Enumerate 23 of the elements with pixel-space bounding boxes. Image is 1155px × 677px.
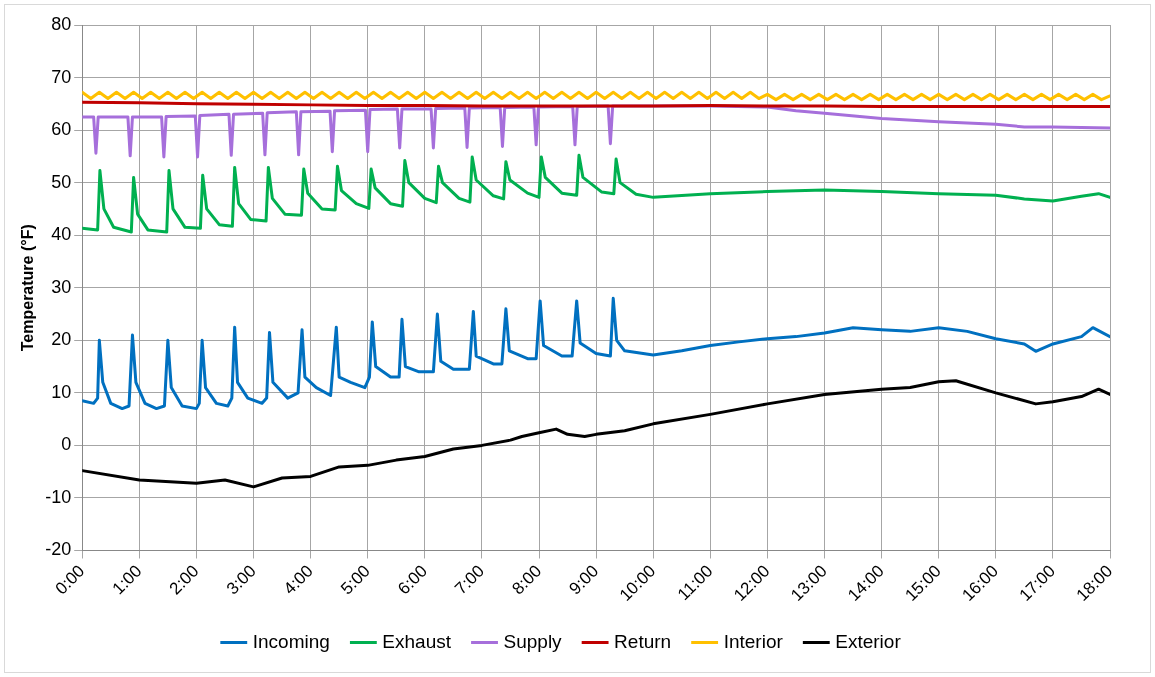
x-tick-label: 9:00 xyxy=(565,561,603,599)
legend-label: Supply xyxy=(503,630,563,652)
y-tick-label: 80 xyxy=(51,13,72,34)
legend-label: Interior xyxy=(723,630,784,652)
legend-label: Return xyxy=(614,630,672,652)
x-tick-label: 4:00 xyxy=(279,561,317,599)
y-tick-label: -20 xyxy=(45,539,72,560)
y-tick-label: 40 xyxy=(51,224,72,245)
y-tick-label: 50 xyxy=(51,171,72,192)
legend-label: Incoming xyxy=(252,630,330,652)
x-tick-label: 0:00 xyxy=(51,561,89,599)
y-tick-label: 30 xyxy=(51,276,72,297)
y-tick-label: 0 xyxy=(61,434,72,455)
y-tick-label: 20 xyxy=(51,329,72,350)
x-tick-label: 8:00 xyxy=(508,561,546,599)
y-axis-title: Temperature (°F) xyxy=(19,224,37,352)
legend-label: Exterior xyxy=(835,630,902,652)
y-tick-label: -10 xyxy=(45,486,72,507)
legend-label: Exhaust xyxy=(382,630,452,652)
y-tick-label: 60 xyxy=(51,119,72,140)
y-tick-label: 10 xyxy=(51,381,72,402)
x-tick-label: 7:00 xyxy=(451,561,489,599)
y-tick-label: 70 xyxy=(51,66,72,87)
